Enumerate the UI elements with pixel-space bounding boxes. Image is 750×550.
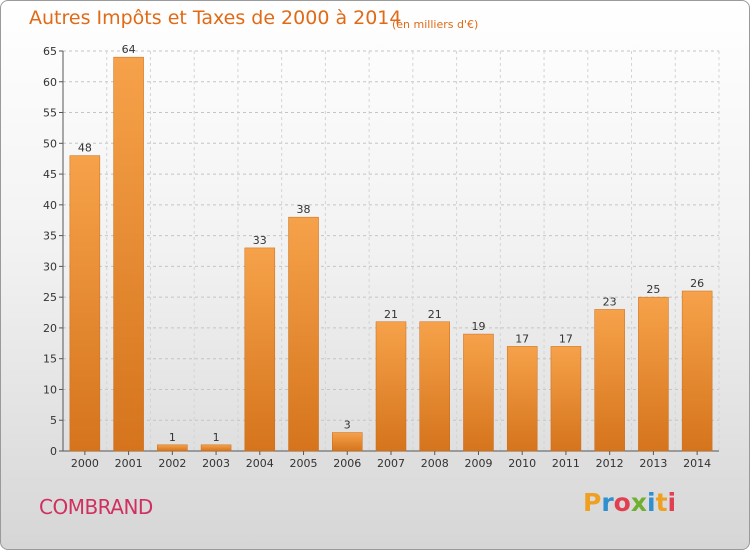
x-tick-label: 2005 bbox=[290, 457, 318, 470]
bar bbox=[463, 333, 494, 452]
logo-letter: r bbox=[601, 488, 614, 517]
x-tick-label: 2004 bbox=[246, 457, 274, 470]
bar bbox=[113, 56, 144, 452]
x-tick-label: 2009 bbox=[464, 457, 492, 470]
y-tick-label: 40 bbox=[43, 199, 57, 212]
y-tick-label: 20 bbox=[43, 322, 57, 335]
bar bbox=[594, 309, 625, 452]
bar-value-label: 1 bbox=[213, 431, 220, 444]
x-tick-label: 2013 bbox=[639, 457, 667, 470]
bar bbox=[638, 296, 669, 452]
x-tick-label: 2008 bbox=[421, 457, 449, 470]
x-tick-label: 2001 bbox=[115, 457, 143, 470]
x-tick-label: 2010 bbox=[508, 457, 536, 470]
bar bbox=[244, 247, 276, 452]
y-tick-label: 5 bbox=[50, 414, 57, 427]
y-tick-label: 0 bbox=[50, 445, 57, 458]
logo-letter: t bbox=[655, 488, 668, 517]
bar bbox=[157, 444, 188, 452]
bar bbox=[332, 432, 363, 452]
bar-value-label: 19 bbox=[471, 320, 485, 333]
bar-value-label: 33 bbox=[253, 234, 267, 247]
y-tick-label: 50 bbox=[43, 137, 57, 150]
bar-value-label: 21 bbox=[428, 308, 442, 321]
bar-value-label: 25 bbox=[646, 283, 660, 296]
x-tick-label: 2014 bbox=[683, 457, 711, 470]
x-tick-label: 2006 bbox=[333, 457, 361, 470]
bar-value-label: 21 bbox=[384, 308, 398, 321]
bar-value-label: 3 bbox=[344, 419, 351, 432]
y-tick-label: 60 bbox=[43, 76, 57, 89]
x-tick-label: 2011 bbox=[552, 457, 580, 470]
y-tick-label: 15 bbox=[43, 353, 57, 366]
y-tick-label: 10 bbox=[43, 383, 57, 396]
bar bbox=[506, 346, 538, 452]
bar bbox=[375, 321, 407, 452]
chart-subtitle: (en milliers d'€) bbox=[392, 18, 479, 31]
logo-letter: o bbox=[613, 488, 631, 517]
x-tick-label: 2002 bbox=[158, 457, 186, 470]
x-tick-label: 2007 bbox=[377, 457, 405, 470]
bar-value-label: 23 bbox=[603, 295, 617, 308]
bar-value-label: 26 bbox=[690, 277, 704, 290]
bar-value-label: 64 bbox=[122, 43, 136, 56]
proxiti-logo: Proxiti bbox=[583, 488, 676, 517]
y-tick-label: 65 bbox=[43, 45, 57, 58]
bars bbox=[69, 56, 713, 452]
bar-value-label: 48 bbox=[78, 142, 92, 155]
commune-name: COMBRAND bbox=[39, 495, 153, 519]
x-tick-label: 2003 bbox=[202, 457, 230, 470]
y-tick-label: 25 bbox=[43, 291, 57, 304]
y-tick-label: 55 bbox=[43, 107, 57, 120]
bar-value-label: 17 bbox=[515, 332, 529, 345]
bar-value-label: 38 bbox=[297, 203, 311, 216]
x-tick-label: 2000 bbox=[71, 457, 99, 470]
logo-letter: i bbox=[647, 488, 656, 517]
logo-letter: x bbox=[630, 488, 647, 517]
y-tick-label: 30 bbox=[43, 260, 57, 273]
y-tick-label: 45 bbox=[43, 168, 57, 181]
logo-letter: i bbox=[667, 488, 677, 517]
y-tick-label: 35 bbox=[43, 230, 57, 243]
x-tick-label: 2012 bbox=[596, 457, 624, 470]
bar bbox=[288, 216, 319, 452]
bar bbox=[419, 321, 450, 452]
bar bbox=[681, 290, 713, 452]
labels: 0 5 10 15 20 25 30 35 40 45 50 55 60 65 48 2000 64 2001 1 2… bbox=[43, 43, 711, 470]
chart-title: Autres Impôts et Taxes de 2000 à 2014 bbox=[29, 7, 402, 29]
logo-letter: P bbox=[583, 488, 602, 517]
bar-value-label: 1 bbox=[169, 431, 176, 444]
bar bbox=[200, 444, 232, 452]
bar bbox=[550, 346, 582, 452]
bar bbox=[69, 155, 101, 452]
bar-value-label: 17 bbox=[559, 332, 573, 345]
